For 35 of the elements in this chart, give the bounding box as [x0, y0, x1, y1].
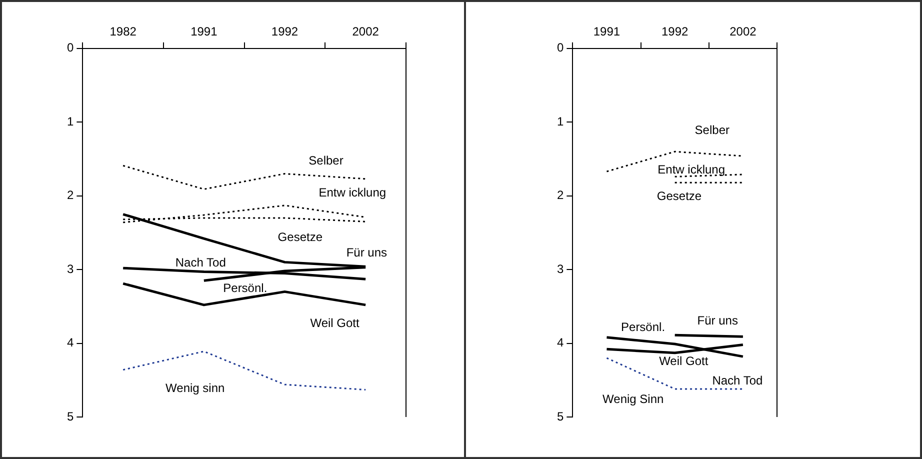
y-tick-label: 1 — [556, 114, 564, 128]
series-label: Weil Gott — [310, 316, 360, 330]
y-tick-label: 4 — [556, 336, 564, 350]
y-tick-label: 0 — [66, 40, 74, 55]
series-label: Für uns — [346, 246, 388, 260]
series-label: Weil Gott — [659, 354, 709, 368]
y-tick-label: 4 — [66, 336, 74, 350]
series-label: Nach Tod — [175, 255, 226, 270]
series-label: Entw icklung — [658, 162, 726, 176]
annotation: Nach Tod — [712, 374, 763, 388]
series-label: Entw icklung — [318, 185, 386, 200]
series-label: Gesetze — [278, 230, 323, 244]
y-tick-label: 1 — [66, 114, 74, 128]
series-label: Selber — [308, 154, 344, 168]
series-label: Selber — [694, 123, 730, 138]
y-tick-label: 3 — [556, 262, 564, 276]
series-label: Persönl. — [223, 280, 268, 295]
y-tick-label: 3 — [66, 262, 74, 276]
x-tick-label: 2002 — [352, 24, 380, 39]
series-label: Wenig sinn — [166, 381, 225, 396]
x-tick-label: 1991 — [190, 24, 218, 39]
x-tick-label: 2002 — [730, 24, 757, 39]
y-tick-label: 5 — [556, 409, 564, 424]
y-tick-label: 2 — [66, 188, 74, 202]
series-label: Gesetze — [656, 189, 702, 204]
x-tick-label: 1982 — [110, 24, 137, 39]
y-tick-label: 0 — [556, 40, 564, 55]
series-label: Wenig Sinn — [602, 392, 664, 406]
x-tick-label: 1992 — [661, 24, 689, 39]
y-tick-label: 5 — [66, 409, 74, 424]
x-tick-label: 1992 — [271, 24, 298, 39]
y-tick-label: 2 — [556, 188, 564, 202]
series-label: Für uns — [697, 314, 738, 328]
series-label: Persönl. — [621, 320, 666, 334]
x-tick-label: 1991 — [593, 24, 620, 39]
